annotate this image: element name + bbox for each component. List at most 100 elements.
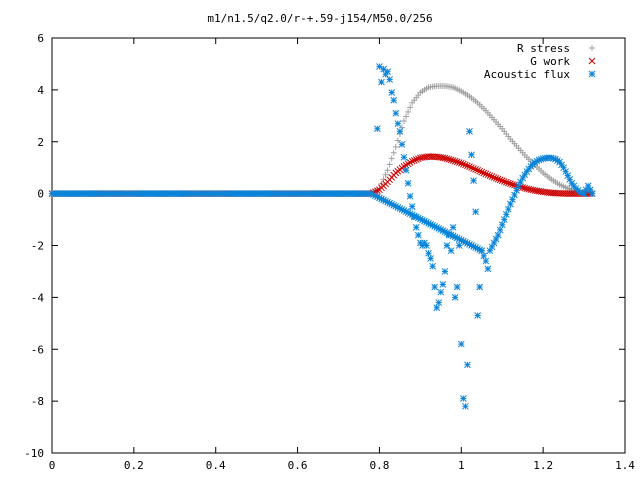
data-point [403, 113, 410, 120]
data-point [388, 155, 395, 162]
data-point [492, 174, 500, 182]
data-point [464, 162, 471, 170]
data-point [464, 239, 471, 247]
data-point [476, 283, 484, 291]
x-tick-label: 0.6 [288, 459, 308, 472]
data-point [474, 166, 482, 174]
x-tick-label: 0.8 [369, 459, 389, 472]
data-point [392, 109, 400, 117]
y-tick-label: 4 [37, 84, 44, 97]
plot-frame [51, 37, 626, 454]
data-point [380, 65, 387, 73]
data-point [429, 262, 436, 270]
legend-label: G work [530, 55, 570, 68]
x-tick-label: 0.4 [206, 459, 226, 472]
data-point [441, 154, 449, 162]
data-point [451, 294, 459, 301]
data-point [376, 63, 383, 70]
data-point [402, 166, 410, 174]
data-marks [48, 63, 596, 410]
data-point [374, 125, 381, 133]
data-point [455, 242, 463, 249]
data-point [437, 288, 445, 296]
data-point [447, 247, 455, 255]
data-point [431, 283, 439, 291]
data-point [472, 166, 479, 173]
data-point [466, 128, 473, 135]
data-point [435, 299, 443, 306]
data-point [521, 184, 529, 192]
data-point [414, 155, 422, 163]
data-point [459, 160, 467, 168]
data-point [457, 340, 465, 348]
data-point [412, 156, 420, 163]
data-point [433, 304, 441, 312]
data-point [398, 140, 406, 148]
data-point [478, 247, 486, 255]
data-point [488, 173, 496, 180]
x-tick-label: 1.2 [533, 459, 553, 472]
data-point [449, 157, 457, 164]
data-point [498, 221, 506, 229]
x-tick-label: 1 [458, 459, 465, 472]
legend-marker [589, 45, 595, 51]
x-tick-label: 0 [49, 459, 56, 472]
axes: 0 0.2 0.4 0.6 0.8 1 1.2 1.4 6 4 2 0 -2 -4 -6 -8 -10 [24, 32, 635, 472]
data-point [494, 175, 502, 183]
data-point [404, 179, 412, 187]
data-point [410, 213, 418, 221]
y-tick-label: 0 [37, 188, 44, 201]
data-point [388, 89, 396, 96]
data-point [494, 231, 502, 239]
legend-label: Acoustic flux [484, 68, 570, 81]
data-point [462, 402, 469, 410]
data-point [427, 255, 434, 262]
data-point [484, 171, 492, 179]
series-1 [48, 153, 596, 197]
data-point [484, 265, 492, 273]
x-tick-label: 0.2 [124, 459, 144, 472]
data-point [470, 165, 477, 172]
data-point [447, 156, 455, 164]
data-point [468, 164, 475, 171]
series-0 [49, 82, 596, 197]
data-point [486, 172, 494, 180]
data-point [502, 178, 510, 186]
data-point [480, 252, 488, 260]
data-point [527, 186, 535, 193]
data-point [496, 226, 504, 234]
data-point [445, 155, 453, 163]
data-point [482, 257, 490, 265]
data-point [396, 128, 404, 135]
data-point [386, 76, 394, 83]
data-point [505, 179, 512, 187]
data-point [470, 177, 477, 185]
data-point [505, 205, 512, 213]
data-point [451, 157, 459, 165]
data-point [523, 185, 531, 193]
legend-marker [588, 70, 596, 78]
data-point [459, 395, 467, 402]
data-point [482, 170, 490, 178]
data-point [468, 151, 475, 159]
data-point [500, 178, 508, 185]
data-point [443, 242, 451, 249]
data-point [490, 174, 498, 181]
data-point [480, 169, 488, 177]
data-point [441, 268, 449, 275]
data-point [382, 171, 389, 178]
data-point [386, 161, 393, 168]
data-point [509, 196, 516, 203]
data-point [502, 211, 510, 218]
data-point [478, 168, 486, 176]
data-point [443, 155, 451, 163]
data-point [507, 180, 514, 188]
data-point [400, 118, 407, 124]
data-point [466, 163, 473, 171]
y-tick-label: 6 [37, 32, 44, 45]
data-point [408, 203, 416, 210]
data-point [405, 108, 412, 115]
data-point [414, 231, 422, 239]
data-point [423, 242, 430, 249]
